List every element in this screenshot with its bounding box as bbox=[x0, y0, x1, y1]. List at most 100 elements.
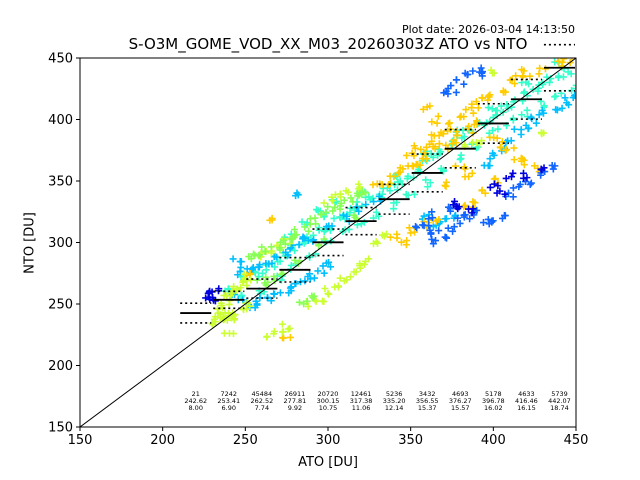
data-point bbox=[291, 247, 299, 255]
data-point bbox=[315, 224, 323, 232]
data-point bbox=[517, 126, 525, 134]
bin-stat-label: 16.15 bbox=[517, 404, 536, 412]
x-axis-label: ATO [DU] bbox=[298, 455, 358, 470]
data-point bbox=[287, 261, 295, 269]
data-point bbox=[408, 162, 416, 170]
data-point bbox=[468, 209, 476, 217]
data-point bbox=[434, 112, 442, 120]
data-point bbox=[240, 270, 248, 278]
data-point bbox=[494, 182, 502, 190]
data-point bbox=[386, 172, 394, 180]
data-point bbox=[417, 145, 425, 153]
data-point bbox=[419, 105, 427, 113]
y-tick-label: 200 bbox=[48, 359, 73, 374]
data-point bbox=[499, 87, 507, 95]
bin-stat-label: 18.74 bbox=[550, 404, 569, 412]
data-point bbox=[286, 333, 294, 341]
data-point bbox=[358, 190, 366, 198]
data-point bbox=[435, 227, 443, 235]
data-point bbox=[572, 81, 576, 89]
data-point bbox=[238, 291, 246, 299]
data-point bbox=[279, 328, 287, 336]
data-point bbox=[270, 253, 278, 260]
bin-stat-label: 9.92 bbox=[288, 404, 302, 412]
data-point bbox=[325, 258, 333, 266]
data-point bbox=[305, 227, 313, 235]
data-point bbox=[270, 272, 278, 280]
data-point bbox=[451, 197, 459, 205]
data-point bbox=[461, 69, 469, 77]
data-point bbox=[523, 106, 531, 114]
data-point bbox=[405, 224, 413, 232]
data-point bbox=[336, 205, 344, 213]
data-point bbox=[452, 139, 460, 147]
bin-stat-label: 442.07 bbox=[548, 397, 571, 405]
data-point bbox=[509, 193, 517, 201]
bin-stat-label: 5178 bbox=[485, 390, 502, 398]
data-point bbox=[314, 267, 322, 275]
data-point bbox=[489, 149, 497, 157]
data-point bbox=[291, 226, 299, 234]
data-point bbox=[442, 215, 450, 223]
data-point bbox=[403, 175, 411, 183]
bin-stat-label: 253.41 bbox=[217, 397, 240, 405]
data-point bbox=[471, 199, 479, 207]
data-point bbox=[320, 199, 328, 207]
bin-stat-label: 317.38 bbox=[350, 397, 373, 405]
bin-stat-label: 15.57 bbox=[451, 404, 470, 412]
data-point bbox=[331, 203, 339, 211]
data-point bbox=[510, 125, 518, 133]
data-point bbox=[320, 298, 328, 306]
data-point bbox=[255, 273, 263, 281]
data-point bbox=[343, 276, 351, 284]
data-point bbox=[247, 276, 255, 284]
data-point bbox=[515, 183, 523, 191]
data-point bbox=[211, 313, 219, 321]
data-point bbox=[274, 258, 282, 266]
data-point bbox=[478, 186, 486, 194]
data-point bbox=[526, 72, 534, 80]
data-point bbox=[565, 101, 573, 109]
data-point bbox=[411, 144, 419, 152]
data-point bbox=[356, 264, 364, 272]
data-point bbox=[423, 155, 431, 163]
data-point bbox=[247, 255, 255, 263]
data-point bbox=[256, 261, 264, 269]
data-point bbox=[484, 92, 492, 100]
data-point bbox=[306, 270, 314, 278]
data-point bbox=[538, 79, 546, 87]
data-point bbox=[278, 320, 286, 328]
data-point bbox=[452, 76, 460, 84]
data-point bbox=[227, 292, 235, 300]
data-point bbox=[444, 224, 452, 232]
data-point bbox=[460, 80, 468, 88]
data-point bbox=[379, 184, 387, 192]
data-point bbox=[454, 214, 462, 222]
data-point bbox=[490, 180, 498, 188]
data-point bbox=[353, 221, 361, 229]
data-point bbox=[480, 161, 488, 169]
data-point bbox=[457, 151, 465, 159]
axes-layer: 150 200 250 300 350 400 450 150 200 250 300 350 400 4… bbox=[48, 52, 588, 449]
bin-stat-label: 5739 bbox=[551, 390, 568, 398]
data-point bbox=[537, 165, 545, 173]
x-tick-label: 450 bbox=[564, 433, 589, 448]
data-point bbox=[221, 309, 229, 317]
bin-stat-label: 3432 bbox=[419, 390, 436, 398]
data-point bbox=[411, 228, 419, 236]
data-point bbox=[410, 152, 418, 160]
plot-date: Plot date: 2026-03-04 14:13:50 bbox=[401, 23, 575, 36]
data-point bbox=[442, 182, 450, 190]
data-point bbox=[293, 189, 301, 197]
data-point bbox=[490, 69, 498, 77]
data-point bbox=[220, 329, 228, 337]
data-point bbox=[240, 306, 248, 314]
bin-stat-label: 7242 bbox=[221, 390, 238, 398]
data-point bbox=[253, 276, 261, 284]
data-point bbox=[295, 241, 303, 249]
data-point bbox=[232, 286, 240, 294]
data-point bbox=[268, 259, 276, 267]
data-point bbox=[518, 111, 526, 119]
data-point bbox=[435, 140, 443, 148]
data-point bbox=[264, 278, 272, 286]
